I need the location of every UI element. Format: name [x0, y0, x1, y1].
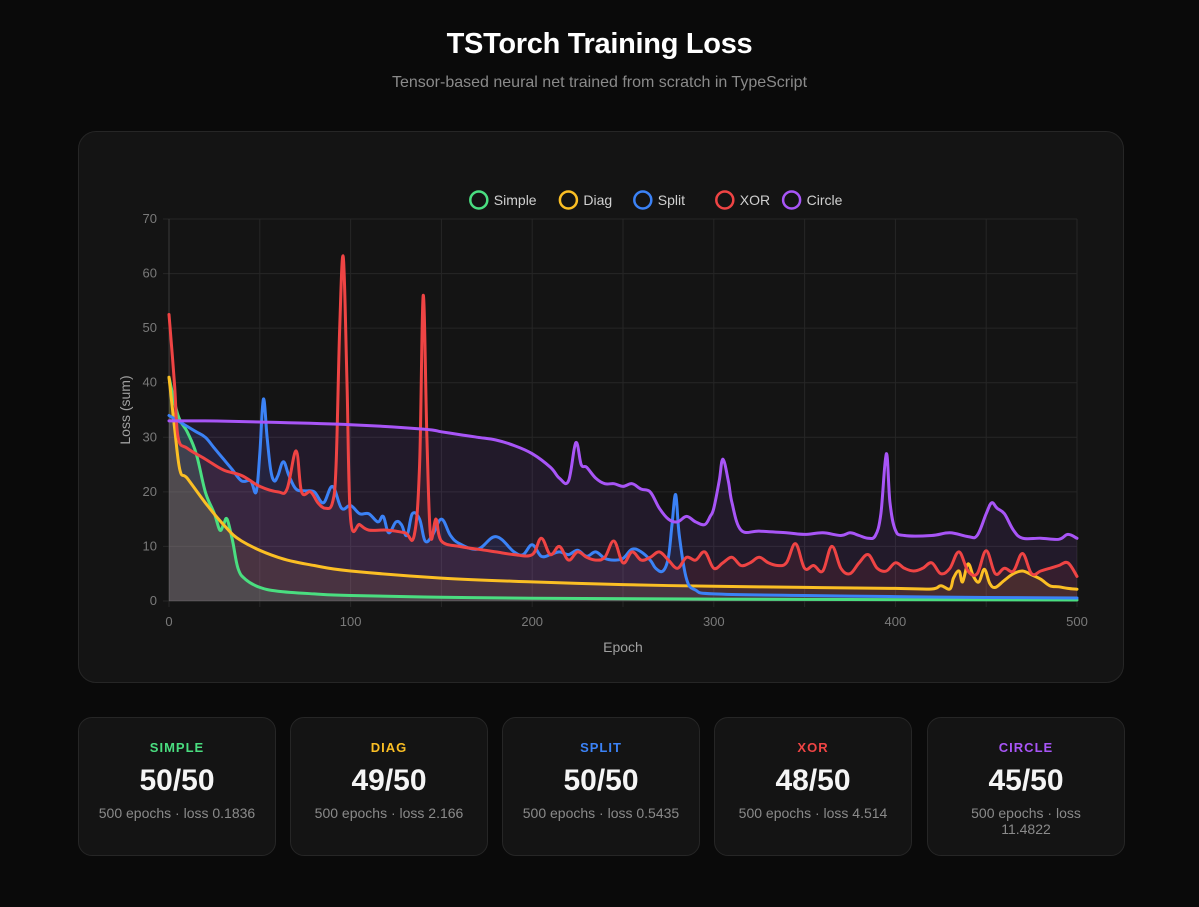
stat-detail: 500 epochs · loss 2.166 — [314, 805, 464, 821]
stat-name: DIAG — [370, 740, 408, 755]
legend-item-circle[interactable]: Circle — [781, 190, 843, 210]
stat-name: XOR — [797, 740, 829, 755]
legend-label: Circle — [807, 192, 843, 208]
y-tick-label: 40 — [143, 375, 157, 390]
legend-label: Simple — [494, 192, 537, 208]
stats-row: SIMPLE 50/50 500 epochs · loss 0.1836 DI… — [78, 717, 1126, 856]
stat-card-circle: CIRCLE 45/50 500 epochs · loss 11.4822 — [927, 717, 1125, 856]
stat-name: SIMPLE — [149, 740, 205, 755]
y-axis-title: Loss (sum) — [117, 375, 133, 444]
stat-card-diag: DIAG 49/50 500 epochs · loss 2.166 — [290, 717, 488, 856]
page-title: TSTorch Training Loss — [446, 28, 753, 60]
y-tick-label: 20 — [143, 484, 157, 499]
series-fill-diag — [169, 377, 1077, 601]
series-fill-circle — [169, 420, 1077, 601]
stat-card-split: SPLIT 50/50 500 epochs · loss 0.5435 — [502, 717, 700, 856]
loss-chart: 0 100 200 300 400 500 0 10 20 30 40 50 60 70 Simple Di… — [117, 190, 1088, 655]
legend-label: Split — [658, 192, 685, 208]
series-line-split — [167, 397, 1079, 600]
series-line-circle — [167, 419, 1079, 541]
y-tick-label: 0 — [150, 593, 157, 608]
x-tick-label: 500 — [1066, 614, 1088, 629]
page-subtitle: Tensor-based neural net trained from scr… — [391, 74, 808, 91]
series-line-simple — [167, 375, 1079, 602]
legend-label: Diag — [583, 192, 612, 208]
legend-marker — [558, 190, 579, 210]
stat-name: CIRCLE — [998, 740, 1054, 755]
stat-card-simple: SIMPLE 50/50 500 epochs · loss 0.1836 — [78, 717, 276, 856]
stat-name: SPLIT — [580, 740, 622, 755]
series-line-diag — [167, 375, 1079, 591]
x-tick-label: 300 — [703, 614, 725, 629]
series-fill-xor — [169, 255, 1077, 601]
y-tick-label: 50 — [143, 320, 157, 335]
stat-card-xor: XOR 48/50 500 epochs · loss 4.514 — [714, 717, 912, 856]
chart-card: 0 100 200 300 400 500 0 10 20 30 40 50 60 70 Simple Di… — [78, 131, 1124, 683]
stat-detail: 500 epochs · loss 0.1836 — [98, 805, 256, 821]
stat-score: 49/50 — [351, 764, 427, 797]
x-axis-title: Epoch — [603, 639, 643, 655]
stat-score: 45/50 — [988, 764, 1064, 797]
legend-item-simple[interactable]: Simple — [469, 190, 537, 210]
legend-item-split[interactable]: Split — [633, 190, 685, 210]
x-tick-label: 200 — [521, 614, 543, 629]
y-tick-label: 10 — [143, 538, 157, 553]
legend-item-diag[interactable]: Diag — [558, 190, 612, 210]
y-tick-label: 70 — [143, 211, 157, 226]
legend-marker — [715, 190, 735, 210]
stat-detail: 500 epochs · loss 4.514 — [738, 805, 888, 821]
series-fill-split — [169, 398, 1077, 601]
legend-item-xor[interactable]: XOR — [715, 190, 770, 210]
legend-label: XOR — [740, 192, 770, 208]
y-tick-label: 60 — [143, 266, 157, 281]
stat-score: 50/50 — [139, 764, 215, 797]
x-tick-label: 0 — [165, 614, 172, 629]
legend-marker — [781, 190, 802, 210]
x-tick-label: 100 — [340, 614, 362, 629]
y-tick-label: 30 — [143, 429, 157, 444]
legend-marker — [633, 190, 653, 210]
stat-score: 50/50 — [563, 764, 639, 797]
stat-score: 48/50 — [775, 764, 851, 797]
legend-marker — [469, 190, 489, 210]
x-tick-label: 400 — [885, 614, 907, 629]
series-line-xor — [167, 254, 1079, 578]
stat-detail: 500 epochs · loss 0.5435 — [522, 805, 680, 821]
stat-detail: 500 epochs · loss 11.4822 — [971, 805, 1081, 837]
